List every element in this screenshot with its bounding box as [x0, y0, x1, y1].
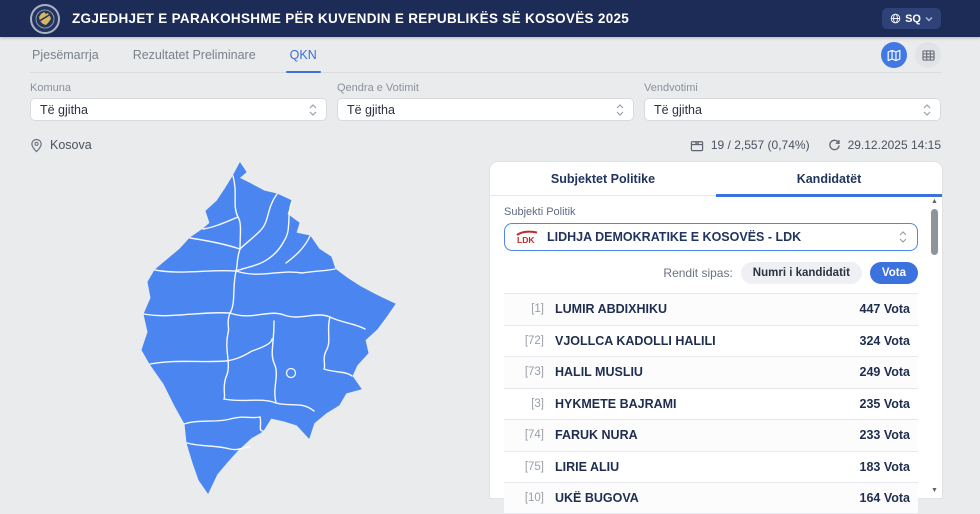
- counted-stat: 19 / 2,557 (0,74%): [690, 138, 810, 152]
- candidate-row[interactable]: [75] LIRIE ALIU 183 Vota: [504, 450, 918, 483]
- stats-group: 19 / 2,557 (0,74%) 29.12.2025 14:15: [690, 138, 941, 152]
- candidate-name: HALIL MUSLIU: [555, 365, 643, 380]
- candidate-votes: 235 Vota: [859, 396, 911, 411]
- location-indicator: Kosova: [30, 138, 92, 153]
- location-name: Kosova: [50, 138, 92, 152]
- page-title: ZGJEDHJET E PARAKOHSHME PËR KUVENDIN E R…: [72, 11, 630, 26]
- komuna-select[interactable]: Të gjitha: [30, 98, 327, 121]
- candidate-number: [73]: [524, 366, 544, 379]
- panel-body: Subjekti Politik LDK LIDHJA DEMOKRATIKE …: [490, 196, 942, 514]
- candidate-row[interactable]: [3] HYKMETE BAJRAMI 235 Vota: [504, 387, 918, 420]
- subject-select[interactable]: LDK LIDHJA DEMOKRATIKE E KOSOVËS - LDK: [504, 223, 918, 251]
- location-pin-icon: [30, 138, 43, 153]
- updated-value: 29.12.2025 14:15: [847, 138, 941, 152]
- candidate-name: VJOLLCA KADOLLI HALILI: [555, 333, 716, 348]
- filter-vendvotimi: Vendvotimi Të gjitha: [644, 82, 941, 121]
- select-value: Të gjitha: [40, 102, 88, 117]
- select-chevrons-icon: [923, 103, 931, 116]
- tab-label: Pjesëmarrja: [32, 47, 99, 62]
- language-code: SQ: [905, 12, 921, 25]
- info-bar: Kosova 19 / 2,557 (0,74%) 29.12.2025 14:…: [30, 133, 941, 157]
- tab-label: QKN: [289, 47, 317, 62]
- tab-label: Rezultatet Preliminare: [132, 47, 256, 62]
- candidate-row[interactable]: [72] VJOLLCA KADOLLI HALILI 324 Vota: [504, 324, 918, 357]
- tab-subjektet-politike[interactable]: Subjektet Politike: [490, 162, 716, 195]
- candidate-number: [1]: [531, 303, 544, 316]
- filter-qendra: Qendra e Votimit Të gjitha: [337, 82, 634, 121]
- language-selector[interactable]: SQ: [882, 8, 941, 29]
- candidate-name: FARUK NURA: [555, 428, 638, 443]
- candidate-number: [3]: [531, 397, 544, 410]
- app-header: ZGJEDHJET E PARAKOHSHME PËR KUVENDIN E R…: [0, 0, 980, 37]
- candidate-votes: 183 Vota: [859, 459, 911, 474]
- candidate-votes: 324 Vota: [859, 333, 911, 348]
- panel-scrollbar[interactable]: ▲ ▼: [929, 198, 940, 495]
- map-icon: [887, 49, 901, 62]
- refresh-icon[interactable]: [828, 139, 841, 152]
- select-value: Të gjitha: [654, 102, 702, 117]
- candidate-number: [74]: [524, 429, 544, 442]
- subject-label: Subjekti Politik: [504, 206, 576, 218]
- pill-label: Vota: [881, 267, 906, 279]
- ballot-box-icon: [690, 139, 704, 152]
- candidate-votes: 233 Vota: [859, 428, 911, 443]
- tab-rezultatet-preliminare[interactable]: Rezultatet Preliminare: [131, 37, 258, 72]
- kosovo-map[interactable]: [140, 161, 405, 498]
- filter-label: Komuna: [30, 82, 71, 94]
- candidates-list: [1] LUMIR ABDIXHIKU 447 Vota [72] VJOLLC…: [504, 293, 918, 514]
- table-view-button[interactable]: [915, 42, 941, 68]
- select-chevrons-icon: [616, 103, 624, 116]
- kosovo-outline: [141, 162, 396, 494]
- tab-kandidatet[interactable]: Kandidatët: [716, 162, 942, 197]
- svg-text:LDK: LDK: [517, 235, 535, 245]
- candidate-name: LIRIE ALIU: [555, 459, 620, 474]
- pill-label: Numri i kandidatit: [752, 267, 850, 279]
- filter-label: Qendra e Votimit: [337, 82, 419, 94]
- candidate-row[interactable]: [1] LUMIR ABDIXHIKU 447 Vota: [504, 293, 918, 325]
- updated-stat: 29.12.2025 14:15: [828, 138, 941, 152]
- view-toggle: [881, 42, 941, 68]
- panel-tab-label: Subjektet Politike: [550, 171, 656, 186]
- candidate-votes: 447 Vota: [859, 302, 911, 317]
- map-view-button[interactable]: [881, 42, 907, 68]
- filter-label: Vendvotimi: [644, 82, 698, 94]
- vendvotimi-select[interactable]: Të gjitha: [644, 98, 941, 121]
- chevron-down-icon: [925, 16, 933, 22]
- sort-controls: Rendit sipas: Numri i kandidatit Vota: [504, 262, 918, 284]
- tab-pjesemarrja[interactable]: Pjesëmarrja: [30, 37, 101, 72]
- select-value: Të gjitha: [347, 102, 395, 117]
- scroll-down-icon[interactable]: ▼: [931, 487, 938, 494]
- tab-qkn[interactable]: QKN: [285, 37, 321, 73]
- results-panel: Subjektet Politike Kandidatët Subjekti P…: [490, 162, 942, 514]
- scrollbar-thumb[interactable]: [931, 209, 938, 255]
- counted-value: 19 / 2,557 (0,74%): [710, 138, 810, 152]
- kqz-logo-icon: [30, 3, 60, 34]
- candidate-name: LUMIR ABDIXHIKU: [555, 302, 668, 317]
- filter-bar: Komuna Të gjitha Qendra e Votimit Të gji…: [30, 82, 941, 121]
- select-chevrons-icon: [899, 231, 907, 243]
- main-nav: Pjesëmarrja Rezultatet Preliminare QKN: [30, 37, 941, 73]
- panel-tabs: Subjektet Politike Kandidatët: [490, 162, 942, 197]
- table-icon: [921, 49, 935, 61]
- filter-komuna: Komuna Të gjitha: [30, 82, 327, 121]
- scroll-up-icon[interactable]: ▲: [931, 198, 938, 205]
- candidate-name: HYKMETE BAJRAMI: [555, 396, 677, 411]
- panel-tab-label: Kandidatët: [796, 171, 862, 186]
- candidate-number: [75]: [524, 460, 544, 473]
- candidate-row[interactable]: [74] FARUK NURA 233 Vota: [504, 419, 918, 451]
- sort-by-number-button[interactable]: Numri i kandidatit: [740, 262, 862, 284]
- sort-by-votes-button[interactable]: Vota: [869, 262, 918, 284]
- candidate-row[interactable]: [73] HALIL MUSLIU 249 Vota: [504, 356, 918, 388]
- qendra-select[interactable]: Të gjitha: [337, 98, 634, 121]
- subject-value: LIDHJA DEMOKRATIKE E KOSOVËS - LDK: [547, 230, 802, 244]
- sort-label: Rendit sipas:: [663, 266, 733, 280]
- candidate-votes: 249 Vota: [859, 365, 911, 380]
- translate-icon: [890, 13, 901, 24]
- ldk-logo-icon: LDK: [515, 230, 539, 245]
- candidate-number: [72]: [524, 334, 544, 347]
- select-chevrons-icon: [309, 103, 317, 116]
